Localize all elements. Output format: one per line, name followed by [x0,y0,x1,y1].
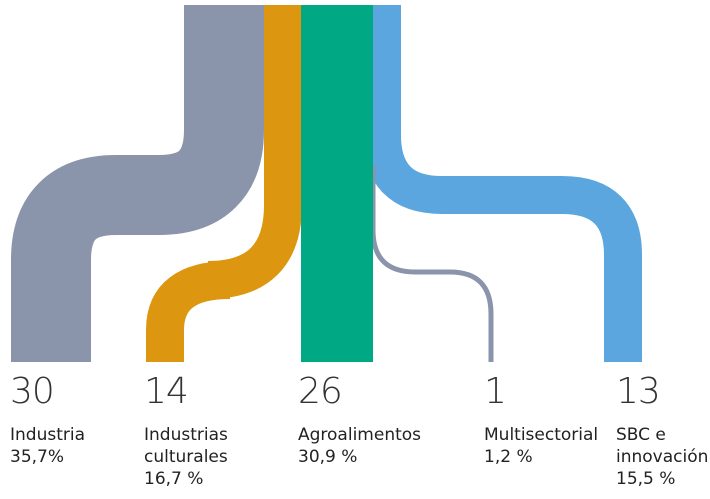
category-name: Industria [10,425,86,445]
category-count: 14 [144,371,189,412]
category-percent: 1,2 % [484,447,533,467]
category-agroalimentos: 26 Agroalimentos 30,9 % [298,372,421,468]
category-name: Agroalimentos [298,425,422,445]
category-name: Industrias culturales [144,425,228,467]
category-sbc-innovacion: 13 SBC e innovación 15,5 % [616,372,708,490]
category-industria: 30 Industria 35,7% [10,372,85,468]
category-multisectorial: 1 Multisectorial 1,2 % [484,372,598,468]
flow-multisectorial [370,165,494,362]
category-count: 1 [484,371,507,412]
flow-diagram [11,5,642,362]
category-percent: 15,5 % [616,469,676,489]
category-count: 30 [10,371,55,412]
flow-sbc-innovacion [363,5,642,362]
category-percent: 16,7 % [144,469,204,489]
flow-industrias-culturales [146,5,302,362]
category-name: Multisectorial [484,425,599,445]
category-count: 13 [616,371,661,412]
category-count: 26 [298,371,343,412]
category-name: SBC e innovación [616,425,709,467]
flow-industria [11,5,264,362]
category-percent: 35,7% [10,447,65,467]
category-percent: 30,9 % [298,447,358,467]
category-industrias-culturales: 14 Industrias culturales 16,7 % [144,372,228,490]
